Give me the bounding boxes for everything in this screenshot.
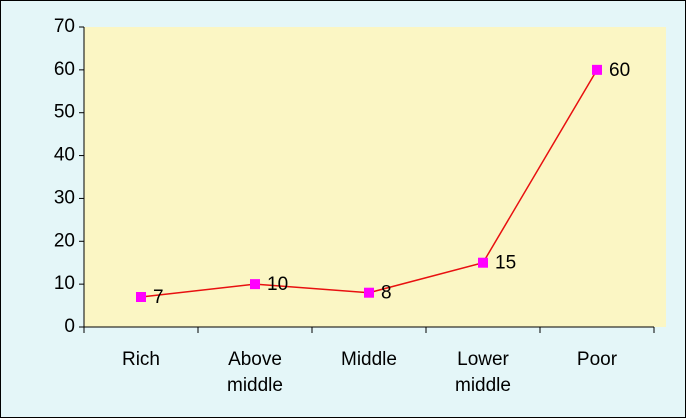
- y-tick-label: 30: [54, 187, 75, 208]
- marker: [364, 287, 374, 298]
- y-tick-label: 60: [54, 59, 75, 80]
- y-tick-label: 0: [64, 316, 75, 337]
- data-label: 8: [381, 283, 392, 304]
- x-tick-label: Rich: [121, 349, 160, 370]
- x-tick-label: Poor: [576, 349, 618, 370]
- y-tick-label: 70: [54, 16, 75, 37]
- y-tick-label: 20: [54, 230, 75, 251]
- data-label: 10: [267, 274, 288, 295]
- marker: [478, 257, 488, 268]
- marker: [592, 64, 602, 75]
- marker: [136, 292, 146, 302]
- y-tick-label: 50: [54, 102, 75, 123]
- marker: [250, 279, 260, 290]
- data-label: 60: [609, 60, 630, 81]
- y-tick-label: 40: [54, 145, 75, 166]
- data-label: 7: [153, 287, 164, 308]
- x-tick-label: Lower middle: [455, 349, 511, 396]
- plot-area: [84, 27, 666, 327]
- data-label: 15: [495, 253, 516, 274]
- x-tick-label: Above middle: [227, 349, 283, 396]
- x-tick-label: Middle: [341, 349, 397, 370]
- y-tick-label: 10: [54, 273, 75, 294]
